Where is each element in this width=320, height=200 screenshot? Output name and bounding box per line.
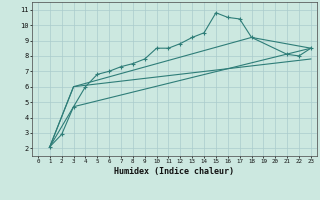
X-axis label: Humidex (Indice chaleur): Humidex (Indice chaleur)	[115, 167, 234, 176]
